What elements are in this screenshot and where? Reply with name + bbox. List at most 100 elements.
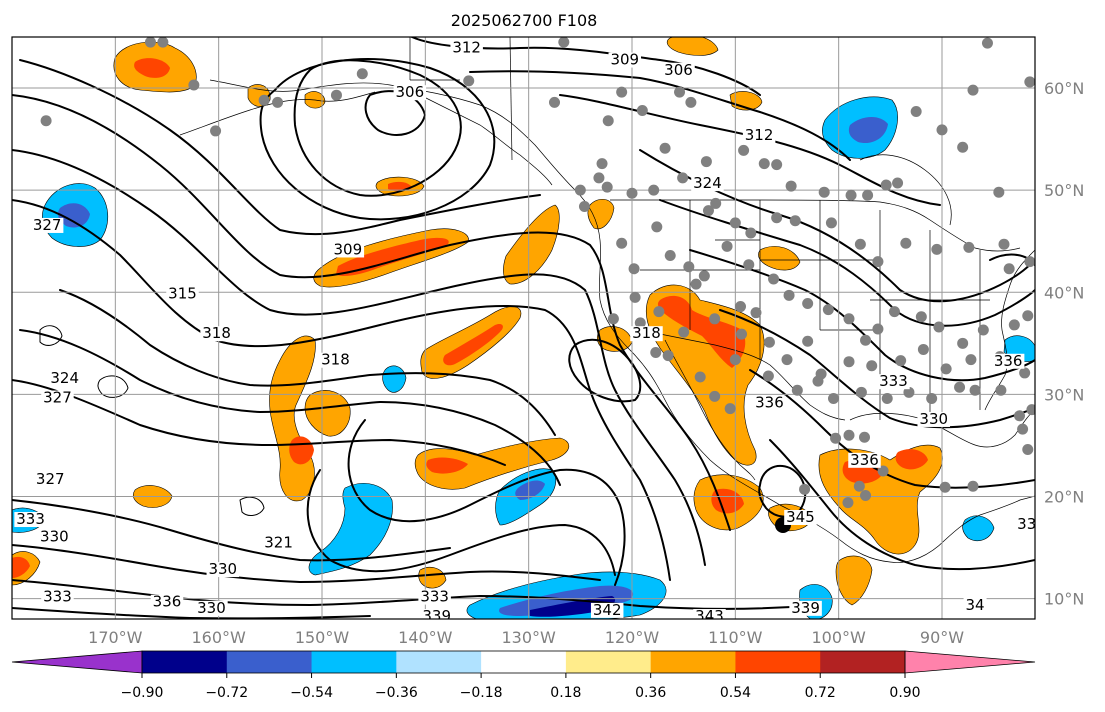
station-marker bbox=[967, 84, 979, 96]
longitude-label: 90°W bbox=[920, 628, 964, 647]
contour-label: 336 bbox=[153, 593, 182, 611]
contour-label-background bbox=[742, 128, 776, 144]
station-marker bbox=[910, 106, 922, 118]
station-marker bbox=[729, 217, 741, 229]
contour-label-background bbox=[848, 452, 881, 468]
hudson-bay bbox=[859, 154, 952, 226]
station-marker bbox=[862, 189, 874, 201]
contour-label-background bbox=[662, 62, 695, 78]
longitude-label: 110°W bbox=[708, 628, 763, 647]
contour-line bbox=[19, 329, 561, 486]
colorbar-tick-label: −0.54 bbox=[290, 685, 333, 701]
contour-line bbox=[639, 149, 1035, 303]
station-marker bbox=[900, 237, 912, 249]
station-marker bbox=[771, 212, 783, 224]
latitude-label: 40°N bbox=[1044, 283, 1084, 302]
station-marker bbox=[762, 370, 774, 382]
station-marker bbox=[463, 75, 475, 87]
station-marker bbox=[650, 347, 662, 359]
colorbar-segment bbox=[565, 651, 652, 673]
station-marker bbox=[694, 371, 706, 383]
contour-label-background bbox=[33, 472, 67, 488]
colorbar-segment bbox=[820, 651, 906, 673]
shade-strong-region bbox=[336, 237, 449, 276]
station-marker bbox=[892, 177, 904, 189]
station-marker bbox=[998, 238, 1010, 250]
colorbar-segment bbox=[142, 651, 228, 673]
station-marker bbox=[729, 354, 741, 366]
contour-label: 342 bbox=[593, 601, 622, 619]
contour-label: 321 bbox=[264, 534, 293, 552]
contour-label: 330 bbox=[919, 410, 948, 428]
contour-line bbox=[689, 249, 1035, 382]
contour-label-background bbox=[963, 597, 987, 613]
contour-label-background bbox=[41, 390, 74, 406]
station-marker bbox=[825, 217, 837, 229]
station-marker bbox=[791, 384, 803, 396]
contour-label: 343 bbox=[695, 607, 724, 625]
station-marker bbox=[736, 328, 748, 340]
station-marker bbox=[957, 337, 969, 349]
contour-line bbox=[39, 325, 63, 346]
station-marker bbox=[915, 311, 927, 323]
contour-label: 318 bbox=[321, 351, 350, 369]
station-marker bbox=[40, 115, 52, 127]
figure-title: 2025062700 F108 bbox=[451, 11, 598, 30]
longitude-label: 120°W bbox=[605, 628, 660, 647]
contour-labels: 312 309 306 306 312 324 327 309 315 318 318 318 324 3… bbox=[14, 38, 1036, 625]
contour-label-background bbox=[48, 371, 81, 387]
contour-label: 330 bbox=[208, 560, 237, 578]
station-marker bbox=[698, 270, 710, 282]
contour-label-background bbox=[753, 395, 786, 411]
contour-label-background bbox=[691, 176, 724, 192]
station-marker bbox=[662, 350, 674, 362]
contour-lines bbox=[12, 37, 1035, 619]
contour-label-background bbox=[262, 535, 295, 551]
contour-label: 312 bbox=[452, 38, 481, 56]
shade-strong-region bbox=[711, 488, 744, 514]
contour-label-background bbox=[166, 286, 199, 302]
contour-label-background bbox=[693, 609, 726, 619]
contour-label: 336 bbox=[994, 352, 1023, 370]
contour-line bbox=[59, 289, 556, 436]
shade-moderate-negative bbox=[499, 585, 634, 616]
station-marker bbox=[616, 237, 628, 249]
station-marker bbox=[653, 306, 665, 318]
station-marker bbox=[977, 324, 989, 336]
station-marker bbox=[674, 86, 686, 98]
contour-line bbox=[469, 70, 851, 161]
contour-line bbox=[12, 199, 671, 581]
colorbar-segment bbox=[226, 651, 313, 673]
station-marker bbox=[629, 291, 641, 303]
colorbar-tick-label: −0.72 bbox=[205, 685, 248, 701]
coastline bbox=[209, 79, 1035, 563]
latitude-labels: 10°N 20°N 30°N 40°N 50°N 60°N bbox=[1044, 79, 1084, 609]
contour-label: 309 bbox=[610, 51, 639, 69]
longitude-label: 150°W bbox=[295, 628, 350, 647]
colorbar-segment bbox=[396, 651, 482, 673]
station-marker bbox=[157, 37, 169, 48]
longitude-labels: 170°W 160°W 150°W 140°W 130°W 120°W 110°W 100°W… bbox=[88, 628, 964, 647]
contour-label-background bbox=[784, 509, 817, 525]
contour-label-background bbox=[420, 609, 453, 619]
latitude-label: 20°N bbox=[1044, 487, 1084, 506]
shade-strong-region bbox=[895, 449, 928, 470]
contour-line bbox=[347, 419, 626, 586]
station-marker bbox=[758, 158, 770, 170]
station-marker bbox=[881, 392, 893, 404]
contour-label: 327 bbox=[36, 470, 65, 488]
contour-label: 33 bbox=[1017, 515, 1036, 533]
contour-line bbox=[719, 309, 1035, 429]
station-marker bbox=[969, 384, 981, 396]
contour-label: 315 bbox=[168, 284, 197, 302]
station-marker bbox=[745, 227, 757, 239]
colorbar-extend-low bbox=[11, 650, 143, 674]
station-marker bbox=[939, 481, 951, 493]
station-marker bbox=[144, 37, 156, 48]
station-marker bbox=[356, 68, 368, 80]
contour-label: 333 bbox=[879, 372, 908, 390]
station-marker bbox=[781, 354, 793, 366]
contour-label-background bbox=[1015, 517, 1035, 533]
colorbar-tick-label: 0.54 bbox=[720, 685, 751, 701]
station-marker bbox=[702, 205, 714, 217]
